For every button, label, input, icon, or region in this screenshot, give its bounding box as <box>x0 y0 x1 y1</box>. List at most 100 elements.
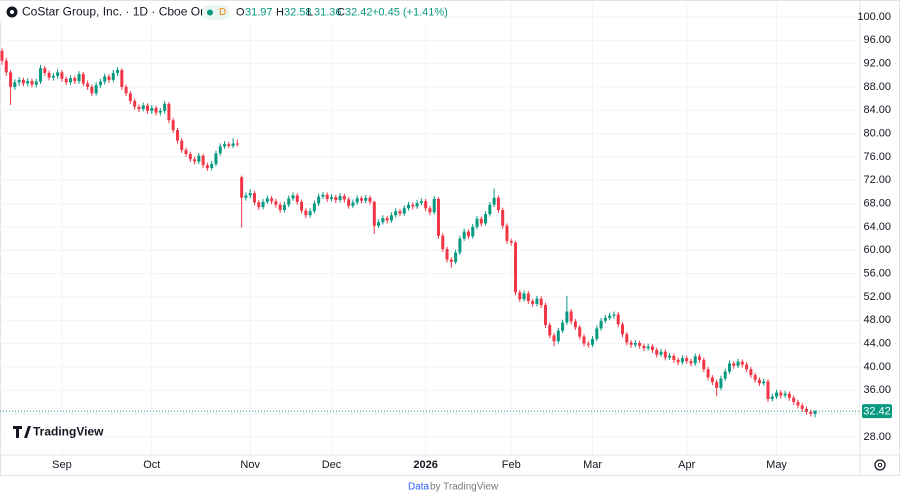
candle-body <box>561 322 565 331</box>
candle-body <box>501 210 505 226</box>
grid <box>0 0 860 455</box>
candle-body <box>231 143 235 146</box>
status-pill <box>202 5 230 20</box>
candle-body <box>193 159 197 162</box>
change-value: +0.45 (+1.41%) <box>372 6 448 18</box>
candle-body <box>351 202 355 206</box>
candle-body <box>56 72 60 76</box>
candle-body <box>663 351 667 358</box>
candle-body <box>308 211 312 216</box>
candles <box>0 48 860 418</box>
candle-body <box>578 327 582 337</box>
symbol-title[interactable]: CoStar Group, Inc. · 1D · Cboe One <box>22 5 214 19</box>
candle-body <box>402 208 406 214</box>
candle-body <box>9 72 13 87</box>
candle-body <box>436 198 440 236</box>
axis-labels: 28.0032.0036.0040.0044.0048.0052.0056.00… <box>52 11 892 471</box>
y-tick-label: 60.00 <box>863 244 891 256</box>
candle-body <box>282 204 286 210</box>
y-tick-label: 88.00 <box>863 81 891 93</box>
candle-body <box>398 211 402 214</box>
footer-link[interactable]: Data <box>408 482 430 493</box>
candle-body <box>312 203 316 212</box>
candle-body <box>368 197 372 202</box>
x-tick-label: Oct <box>143 459 160 471</box>
candle-body <box>813 411 817 414</box>
candle-body <box>591 338 595 345</box>
y-tick-label: 40.00 <box>863 361 891 373</box>
candle-body <box>445 249 449 260</box>
last-price-tag <box>862 404 892 419</box>
x-tick-label: Feb <box>502 459 521 471</box>
delay-badge: D <box>219 7 226 18</box>
candle-body <box>120 70 124 87</box>
logo-mark <box>13 426 31 438</box>
candle-body <box>582 336 586 344</box>
candle-body <box>599 320 603 329</box>
candle-body <box>359 198 363 201</box>
candle-body <box>672 355 676 360</box>
candle-body <box>30 81 34 85</box>
candle-body <box>668 355 672 358</box>
candle-body <box>21 79 25 84</box>
candle-body <box>783 393 787 396</box>
candle-body <box>462 231 466 239</box>
candle-body <box>800 405 804 409</box>
y-tick-label: 72.00 <box>863 174 891 186</box>
y-tick-label: 28.00 <box>863 431 891 443</box>
candle-body <box>201 155 205 166</box>
candle-body <box>235 143 239 145</box>
candle-body <box>47 72 51 78</box>
candle-body <box>77 74 81 82</box>
ohlc-value: 32.42 <box>345 6 373 18</box>
candle-body <box>180 140 184 150</box>
candle-body <box>779 392 783 396</box>
candle-body <box>0 50 4 61</box>
logo-text[interactable]: TradingView <box>33 425 104 439</box>
ohlc-key: C <box>337 6 345 18</box>
candle-body <box>522 293 526 300</box>
candle-body <box>749 369 753 376</box>
candle-body <box>740 361 744 365</box>
candle-body <box>252 193 256 203</box>
candle-body <box>43 68 47 73</box>
candle-body <box>518 292 522 300</box>
candle-body <box>676 359 680 363</box>
candle-body <box>154 107 158 113</box>
candle-body <box>4 60 8 73</box>
settings-icon[interactable] <box>874 459 886 471</box>
candle-body <box>698 356 702 360</box>
candle-body <box>68 78 72 83</box>
candle-body <box>34 81 38 85</box>
candle-body <box>689 361 693 364</box>
candle-body <box>531 301 535 304</box>
candle-body <box>723 371 727 379</box>
candle-body <box>389 215 393 221</box>
candle-body <box>342 196 346 200</box>
x-tick-label: Apr <box>678 459 695 471</box>
candle-body <box>214 153 218 164</box>
y-tick-label: 52.00 <box>863 291 891 303</box>
candle-body <box>552 335 556 342</box>
y-tick-label: 76.00 <box>863 151 891 163</box>
candle-body <box>608 315 612 318</box>
footer-text: by TradingView <box>430 482 499 493</box>
candle-body <box>809 411 813 414</box>
candle-body <box>73 78 77 82</box>
candle-body <box>330 197 334 199</box>
candle-body <box>111 72 115 80</box>
candle-body <box>787 393 791 398</box>
candle-body <box>158 110 162 113</box>
candle-body <box>659 351 663 355</box>
candle-body <box>736 361 740 366</box>
candle-body <box>372 201 376 226</box>
candle-body <box>355 198 359 203</box>
x-tick-label: Nov <box>240 459 260 471</box>
candle-body <box>411 204 415 207</box>
candle-body <box>642 345 646 349</box>
candle-body <box>295 195 299 202</box>
candle-body <box>325 194 329 199</box>
candle-body <box>146 105 150 111</box>
settings-icon-core <box>877 462 883 468</box>
